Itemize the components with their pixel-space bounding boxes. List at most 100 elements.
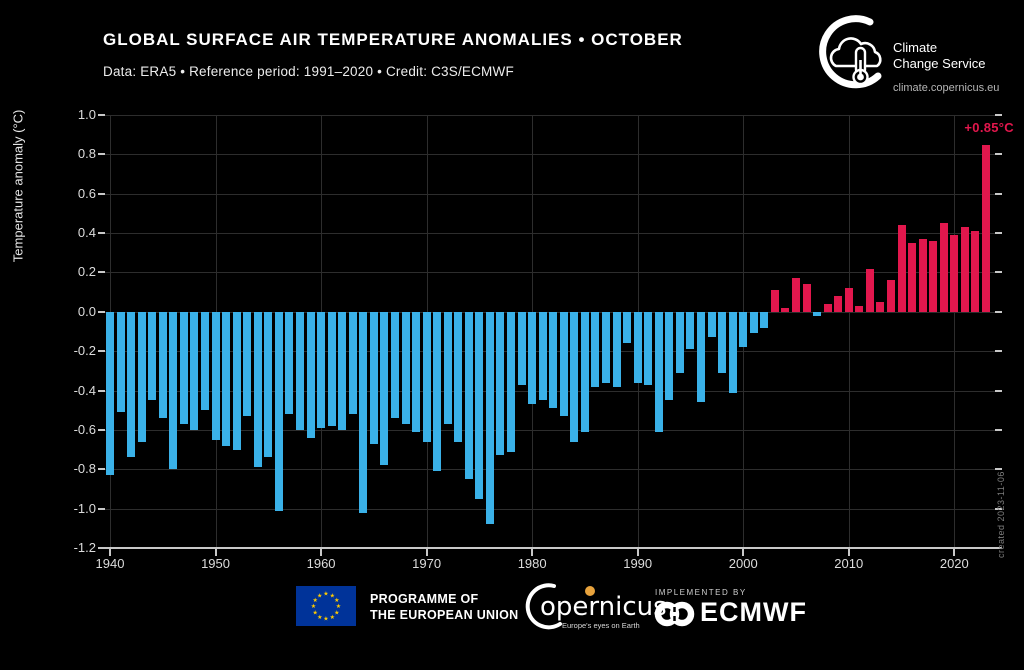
bar-1989 [623, 311, 632, 344]
page-title: GLOBAL SURFACE AIR TEMPERATURE ANOMALIES… [103, 30, 683, 49]
bar-1965 [369, 311, 378, 444]
y-tick-label-0.4: 0.4 [77, 225, 96, 241]
y-tick-label--0.6: -0.6 [73, 421, 96, 437]
c3s-logo-name: Climate Change Service [893, 40, 986, 72]
bar-1950 [211, 311, 220, 440]
copernicus-tagline: Europe's eyes on Earth [562, 621, 640, 630]
x-tick-1980 [531, 549, 534, 556]
x-tick-label-2010: 2010 [834, 556, 864, 571]
eu-star: ★ [336, 603, 341, 610]
bar-1954 [253, 311, 262, 468]
y-tick-label-0.6: 0.6 [77, 185, 96, 201]
x-tick-label-1990: 1990 [623, 556, 653, 571]
x-tick-label-2020: 2020 [939, 556, 969, 571]
eu-star: ★ [323, 591, 328, 598]
bar-1974 [464, 311, 473, 480]
gridline-horizontal-0.6 [105, 193, 995, 195]
y-tick-label-1.0: 1.0 [77, 107, 96, 122]
bar-1949 [200, 311, 209, 411]
bar-1975 [475, 311, 484, 499]
peak-value-label: +0.85°C [964, 120, 1014, 135]
y-tick-right--0.8 [995, 468, 1002, 471]
ecmwf-knot-icon [654, 601, 695, 627]
bar-1981 [538, 311, 547, 401]
x-tick-1990 [636, 549, 639, 556]
bar-1980 [528, 311, 537, 405]
y-tick-left-1.0 [98, 114, 105, 116]
bar-1964 [359, 311, 368, 513]
bar-1967 [390, 311, 399, 419]
bar-1956 [274, 311, 283, 511]
bar-1940 [106, 311, 114, 476]
bar-1943 [137, 311, 146, 442]
y-tick-right--1.2 [995, 547, 1002, 549]
bar-1952 [232, 311, 241, 450]
eu-star: ★ [317, 614, 322, 621]
c3s-name-line2: Change Service [893, 56, 986, 71]
bar-1942 [127, 311, 136, 458]
y-tick-right-0.6 [995, 192, 1002, 195]
bar-2021 [960, 227, 969, 312]
bar-2002 [760, 311, 769, 328]
y-tick-right-0.4 [995, 232, 1002, 235]
x-tick-2000 [742, 549, 745, 556]
bar-1968 [401, 311, 410, 424]
bar-1972 [443, 311, 452, 424]
bar-1947 [179, 311, 188, 424]
y-tick-left-0.0 [98, 310, 105, 313]
y-tick-right--0.4 [995, 389, 1002, 392]
bar-2001 [749, 311, 758, 334]
gridline-horizontal--0.6 [105, 429, 995, 431]
y-tick-right--0.6 [995, 428, 1002, 431]
y-tick-label-0.0: 0.0 [77, 303, 96, 319]
bar-1944 [148, 311, 157, 401]
bar-1960 [317, 311, 326, 428]
bar-2018 [929, 240, 938, 312]
bar-1995 [686, 311, 695, 350]
c3s-logo: Climate Change Service climate.copernicu… [818, 14, 1014, 106]
bar-1988 [612, 311, 621, 387]
gridline-horizontal-0.4 [105, 233, 995, 235]
bar-2023 [981, 144, 990, 312]
bar-2006 [802, 284, 811, 312]
eu-star: ★ [334, 597, 339, 604]
y-tick-left--1.2 [98, 547, 105, 549]
y-tick-right-0.8 [995, 153, 1002, 156]
bar-1977 [496, 311, 505, 456]
y-tick-left--1.0 [98, 507, 105, 510]
eu-programme-label: PROGRAMME OF THE EUROPEAN UNION [370, 591, 518, 623]
eu-flag-icon: ★ ★★★★★★★★★★★ [296, 586, 356, 626]
bar-2012 [865, 268, 874, 312]
bar-1973 [454, 311, 463, 442]
copernicus-wordmark: opernicus [540, 592, 667, 622]
bar-1976 [485, 311, 494, 525]
y-tick-label-0.8: 0.8 [77, 146, 96, 162]
eu-star: ★ [330, 614, 335, 621]
bar-2004 [781, 307, 790, 312]
y-tick-right-1.0 [995, 114, 1002, 116]
y-tick-left--0.4 [98, 389, 105, 392]
bar-2000 [739, 311, 748, 348]
bar-1992 [654, 311, 663, 432]
bar-1987 [602, 311, 611, 383]
eu-star: ★ [311, 603, 316, 610]
bar-1959 [306, 311, 315, 438]
y-tick-left-0.8 [98, 153, 105, 156]
gridline-horizontal--1.0 [105, 508, 995, 510]
x-tick-label-2000: 2000 [728, 556, 758, 571]
bar-1961 [327, 311, 336, 426]
bar-1996 [697, 311, 706, 403]
bar-1946 [169, 311, 178, 470]
x-tick-label-1950: 1950 [201, 556, 230, 571]
bar-1983 [559, 311, 568, 417]
bar-1953 [243, 311, 252, 417]
y-tick-right-0.2 [995, 271, 1002, 274]
bar-2013 [876, 301, 885, 312]
eu-star: ★ [313, 597, 318, 604]
gridline-vertical-2020 [954, 115, 956, 548]
bar-1941 [116, 311, 125, 413]
y-tick-right--1.0 [995, 507, 1002, 510]
bar-2003 [770, 290, 779, 312]
bar-1970 [422, 311, 431, 442]
y-tick-left-0.4 [98, 232, 105, 235]
